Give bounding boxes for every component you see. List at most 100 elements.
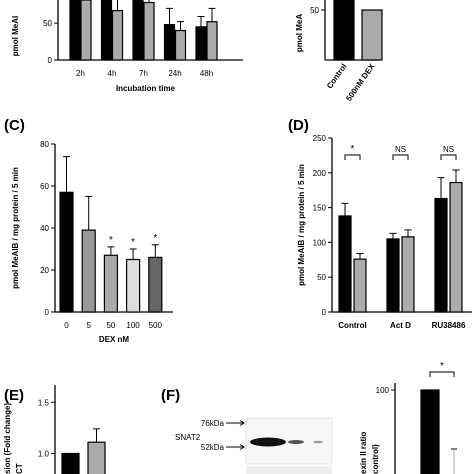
error-bar [129, 248, 137, 260]
x-tick-label: Act D [390, 321, 411, 330]
y-axis-label: pmol MeAI [11, 16, 20, 56]
x-tick-label: 2h [76, 69, 85, 78]
bar [353, 258, 367, 313]
error-bar [389, 232, 397, 239]
bar [61, 452, 80, 474]
significance-mark: * [351, 144, 355, 155]
bar [143, 1, 155, 61]
bar [401, 236, 415, 313]
bar [338, 215, 352, 313]
blot-band-weak [288, 440, 304, 444]
panel-a: 0 50 2h 4h 7h 24h 48h pmol MeAI Incubation time [11, 0, 243, 93]
panel-c: 0 20 40 60 80 (C) 0 5 * 50 * 100 * 500 pmol MeAIB / mg… [4, 117, 173, 344]
panel-e: 1.0 1.5 (E)sion (Fold change) CT [3, 385, 106, 474]
bar [333, 0, 355, 61]
x-axis-label: DEX nM [99, 335, 130, 344]
significance-mark: * [440, 361, 444, 372]
error-bar [177, 21, 184, 31]
bar [59, 191, 74, 313]
x-tick-label: RU38486 [432, 321, 466, 330]
y-axis-label: pmol MeAIB / mg protein / 5 min [297, 164, 306, 286]
blot-membrane-lower [246, 466, 332, 474]
error-bar [63, 156, 70, 193]
bar [434, 197, 448, 313]
error-bar [197, 16, 205, 27]
bar [174, 29, 187, 61]
y-tick-label: 40 [40, 224, 49, 233]
y-axis-label: exin II ratio [359, 432, 368, 474]
bar [361, 9, 383, 61]
panel-label: (C) [4, 117, 25, 134]
y-tick-label: 100 [376, 386, 390, 395]
bar [100, 0, 113, 61]
bar [81, 229, 96, 313]
y-tick-label: 20 [40, 266, 49, 275]
y-tick-label: 0 [45, 308, 50, 317]
error-bar [166, 7, 173, 25]
y-tick-label: 50 [43, 19, 52, 28]
error-bar [148, 0, 150, 3]
blot-marker-label: 52kDa [201, 443, 225, 452]
y-axis-label: pmol MeAIB / mg protein / 5 min [11, 167, 20, 289]
bar [103, 254, 119, 313]
bar [163, 24, 176, 61]
x-tick-label: 7h [139, 69, 148, 78]
significance-mark: NS [443, 145, 454, 154]
bar [69, 0, 81, 61]
x-tick-label: 100 [126, 321, 140, 330]
y-tick-label: 100 [313, 238, 327, 247]
significance-bracket [392, 154, 409, 160]
bar [420, 389, 440, 474]
bar [195, 26, 207, 61]
significance-bracket [440, 154, 457, 160]
x-tick-label: Control [338, 321, 366, 330]
bar [148, 256, 163, 313]
panel-d: 0 50 100 150 200 250 (D) * Control NS Act D NS RU384… [288, 117, 472, 330]
bar [449, 181, 463, 313]
significance-bracket [344, 154, 361, 160]
x-axis-label: Incubation time [116, 84, 176, 93]
blot-marker-arrow [226, 444, 245, 450]
error-bar [437, 177, 445, 199]
error-bar [151, 244, 159, 258]
error-bar [404, 229, 412, 237]
y-tick-label: 60 [40, 182, 49, 191]
blot-band-faint [313, 440, 323, 444]
x-tick-label: 48h [200, 69, 213, 78]
significance-bracket [429, 371, 455, 377]
bar [80, 0, 92, 61]
error-bar [356, 253, 364, 260]
y-tick-label: 200 [313, 169, 327, 178]
panel-label: (D) [288, 117, 309, 134]
bar [206, 21, 218, 61]
y-tick-label: 1.0 [38, 450, 50, 459]
x-tick-label: 500 [149, 321, 163, 330]
error-bar [452, 169, 460, 183]
error-bar [93, 428, 100, 443]
error-bar [341, 202, 349, 216]
y-tick-label: 150 [313, 204, 327, 213]
panel-label: (F) [161, 387, 180, 404]
y-axis-label-line2: control) [371, 444, 380, 474]
y-tick-label: 0 [322, 308, 327, 317]
significance-mark: * [131, 237, 135, 248]
bar [87, 441, 106, 474]
y-tick-label: 80 [40, 140, 49, 149]
x-tick-label: 24h [168, 69, 181, 78]
y-tick-label: 250 [313, 134, 327, 143]
bar [132, 0, 144, 61]
significance-mark: * [153, 233, 157, 244]
y-axis-label: pmol MeA [295, 14, 304, 52]
blot-band-strong [250, 437, 286, 447]
error-bar [117, 0, 118, 11]
x-tick-label: 0 [64, 321, 69, 330]
y-tick-label: 0 [48, 56, 53, 65]
x-tick-label: Control [325, 62, 349, 90]
x-tick-label: 50 [106, 321, 115, 330]
error-bar [85, 196, 93, 231]
bar [125, 258, 141, 313]
panel-label: (E) [4, 387, 24, 404]
error-bar [208, 7, 216, 22]
